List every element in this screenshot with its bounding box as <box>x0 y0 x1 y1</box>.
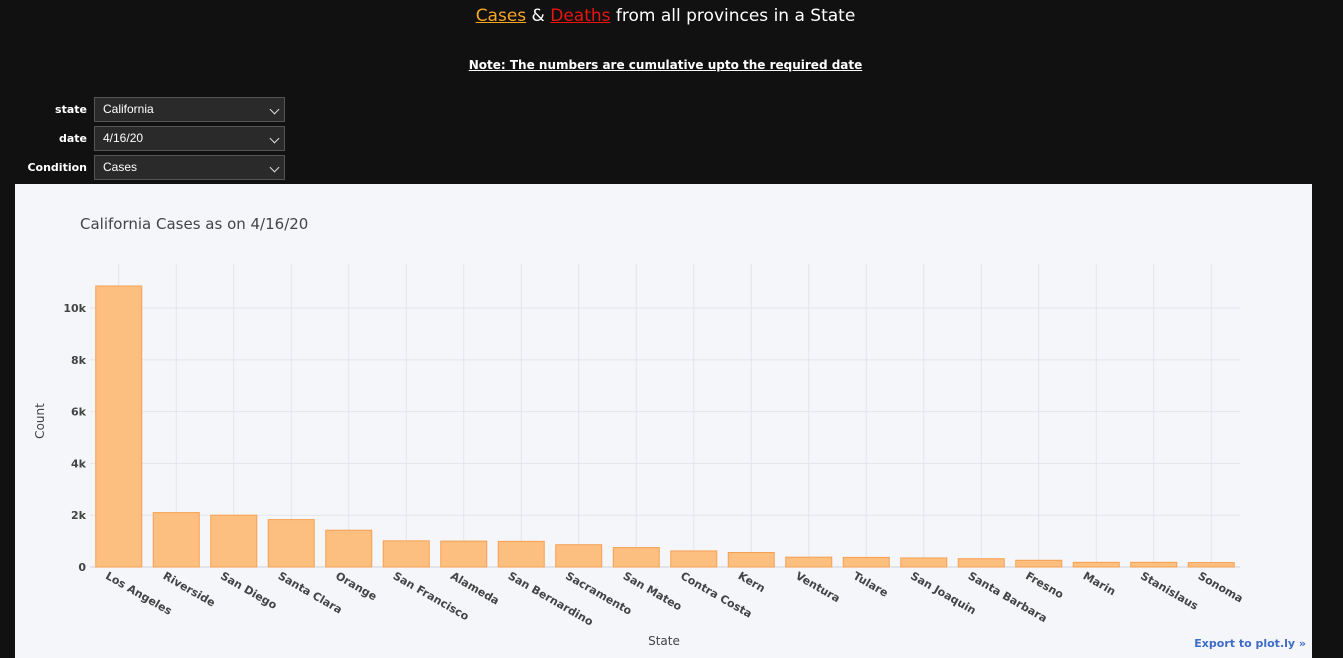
bar[interactable] <box>670 550 718 568</box>
x-tick-label: Marin <box>1081 569 1118 598</box>
bar[interactable] <box>267 519 315 568</box>
x-tick-label: Sonoma <box>1196 569 1246 605</box>
chevron-down-icon <box>269 133 280 144</box>
bar[interactable] <box>842 556 890 568</box>
x-tick-label: Ventura <box>793 569 842 605</box>
y-tick-label: 4k <box>71 457 87 470</box>
bar[interactable] <box>210 514 258 568</box>
x-axis-label: State <box>648 634 680 648</box>
date-row: date 4/16/20 <box>0 126 290 151</box>
y-tick-label: 6k <box>71 406 87 419</box>
bar[interactable] <box>152 512 200 568</box>
condition-select-value: Cases <box>103 160 138 174</box>
bar[interactable] <box>1187 562 1235 568</box>
chart-title: California Cases as on 4/16/20 <box>80 215 308 233</box>
bar[interactable] <box>612 547 660 568</box>
x-tick-label: Santa Clara <box>276 569 345 616</box>
state-select[interactable]: California <box>94 97 285 122</box>
date-select-value: 4/16/20 <box>103 131 144 145</box>
y-tick-label: 2k <box>71 509 87 522</box>
state-label: state <box>55 103 87 116</box>
condition-label: Condition <box>27 161 87 174</box>
y-tick-layer: 0 2k 4k 6k 8k 10k <box>63 302 86 574</box>
bar[interactable] <box>440 540 488 568</box>
y-axis-label: Count <box>33 403 47 439</box>
x-tick-label: Orange <box>333 569 379 603</box>
page-title: Cases & Deaths from all provinces in a S… <box>0 6 1331 26</box>
bar[interactable] <box>1015 559 1063 568</box>
y-tick-label: 10k <box>63 302 86 315</box>
title-rest-text: from all provinces in a State <box>610 6 856 26</box>
chevron-down-icon <box>269 162 280 173</box>
date-label: date <box>58 132 87 145</box>
date-select[interactable]: 4/16/20 <box>94 126 285 151</box>
export-to-plotly-link[interactable]: Export to plot.ly » <box>1194 637 1306 650</box>
condition-select[interactable]: Cases <box>94 155 285 180</box>
x-tick-label: Kern <box>736 569 768 595</box>
bar[interactable] <box>1130 561 1178 568</box>
bar[interactable] <box>957 558 1005 568</box>
bar[interactable] <box>497 540 545 568</box>
chart-panel: 0 2k 4k 6k 8k 10k Los Angeles Riverside San Die… <box>15 184 1312 658</box>
bar-layer <box>95 285 1235 568</box>
ampersand-text: & <box>526 6 551 26</box>
cases-link[interactable]: Cases <box>475 6 527 26</box>
x-tick-label: Tulare <box>851 569 891 599</box>
x-tick-label: Stanislaus <box>1138 569 1201 613</box>
bar[interactable] <box>785 556 833 568</box>
state-row: state California <box>0 97 290 122</box>
bar[interactable] <box>555 544 603 568</box>
bar[interactable] <box>1072 561 1120 568</box>
bar[interactable] <box>727 551 775 568</box>
bar[interactable] <box>95 285 143 568</box>
y-tick-label: 8k <box>71 354 87 367</box>
cumulative-note: Note: The numbers are cumulative upto th… <box>468 58 863 72</box>
state-select-value: California <box>103 102 154 116</box>
chevron-down-icon <box>269 104 280 115</box>
bar[interactable] <box>325 529 373 568</box>
x-tick-label: Fresno <box>1023 569 1066 601</box>
condition-row: Condition Cases <box>0 155 290 180</box>
bar[interactable] <box>900 557 948 568</box>
x-tick-label: Alameda <box>448 569 501 607</box>
bar[interactable] <box>382 540 430 568</box>
x-tick-label: San Diego <box>218 569 279 612</box>
y-tick-label: 0 <box>78 561 86 574</box>
grid-layer <box>90 264 1240 568</box>
deaths-link[interactable]: Deaths <box>550 6 611 26</box>
